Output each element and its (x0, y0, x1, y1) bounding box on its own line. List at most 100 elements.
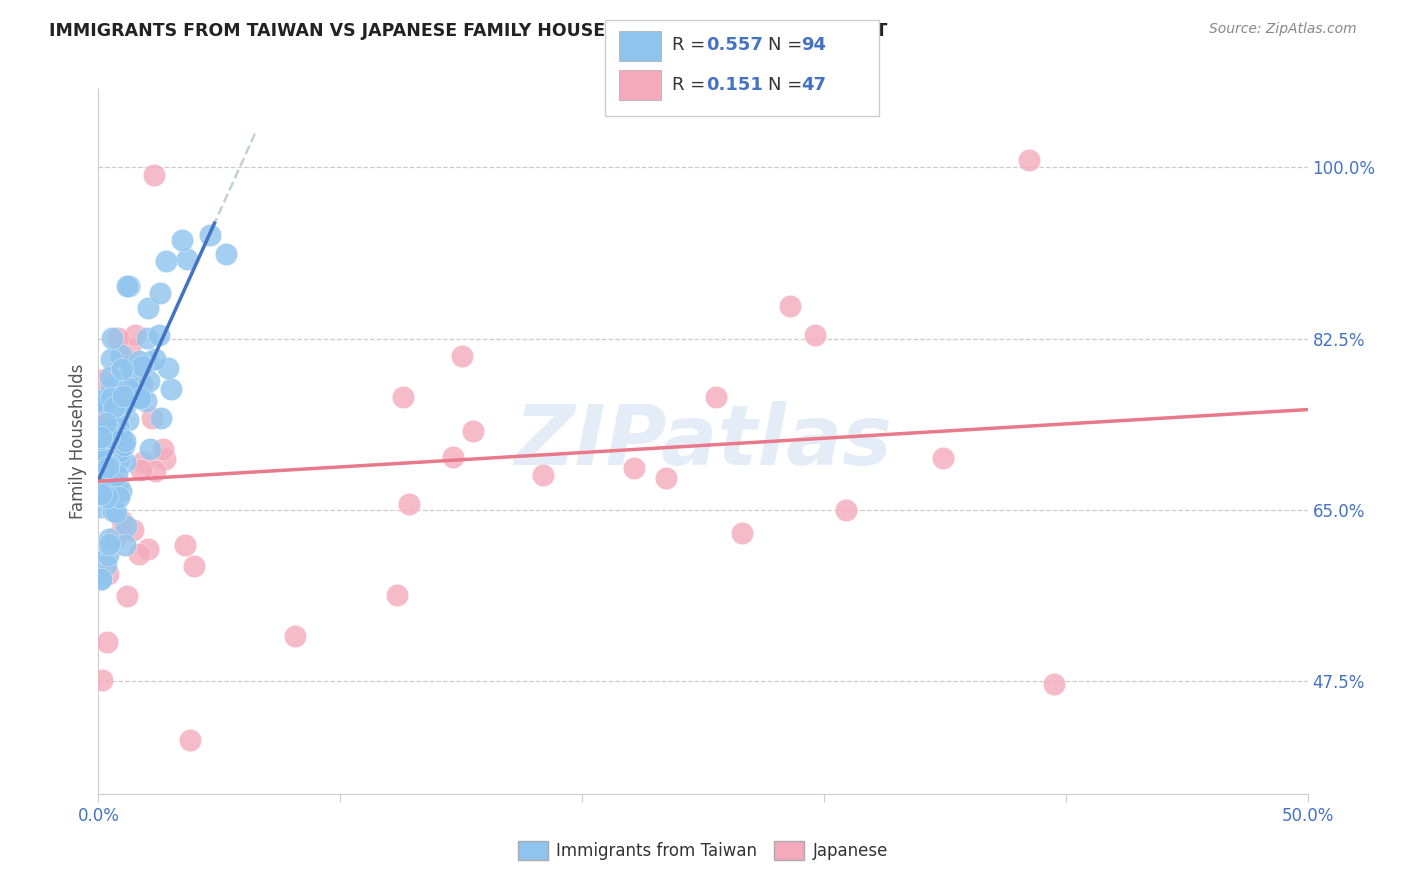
Point (141, 411, 163, 425)
Point (101, 455, 124, 469)
Point (97, 549, 120, 563)
Point (108, 434, 131, 449)
Point (124, 390, 146, 404)
Legend: Immigrants from Taiwan, Japanese: Immigrants from Taiwan, Japanese (512, 834, 894, 867)
Point (834, 503, 856, 517)
Point (131, 359, 153, 373)
Point (129, 391, 152, 405)
Text: IMMIGRANTS FROM TAIWAN VS JAPANESE FAMILY HOUSEHOLDS CORRELATION CHART: IMMIGRANTS FROM TAIWAN VS JAPANESE FAMIL… (49, 22, 887, 40)
Point (132, 455, 155, 469)
Point (129, 375, 152, 389)
Point (90, 487, 112, 501)
Point (90, 488, 112, 502)
Point (655, 471, 678, 485)
Point (124, 372, 146, 386)
Text: 0.151: 0.151 (706, 76, 762, 94)
Point (115, 397, 138, 411)
Point (153, 451, 176, 466)
Point (114, 538, 136, 552)
Point (112, 438, 135, 452)
Point (110, 347, 132, 361)
Point (108, 451, 131, 466)
Point (91, 673, 114, 687)
Point (1018, 153, 1040, 167)
Point (94, 558, 117, 572)
Point (108, 421, 131, 435)
Point (90, 432, 112, 446)
Y-axis label: Family Households: Family Households (69, 364, 87, 519)
Point (97, 458, 120, 472)
Text: N =: N = (768, 37, 807, 54)
Point (117, 413, 139, 427)
Point (98, 482, 121, 496)
Point (531, 467, 554, 482)
Point (96, 417, 118, 431)
Point (97, 430, 120, 444)
Point (932, 451, 955, 466)
Text: 94: 94 (801, 37, 827, 54)
Point (136, 355, 159, 369)
Point (804, 327, 827, 342)
Point (392, 390, 415, 404)
Point (91, 453, 114, 467)
Point (107, 416, 129, 430)
Point (104, 431, 127, 445)
Point (90, 472, 112, 486)
Point (138, 301, 160, 315)
Text: R =: R = (672, 37, 711, 54)
Point (90, 572, 112, 586)
Point (101, 503, 124, 517)
Point (110, 430, 132, 444)
Point (93, 418, 115, 433)
Point (90, 442, 112, 456)
Point (111, 389, 134, 403)
Point (114, 455, 136, 469)
Point (101, 438, 124, 452)
Point (176, 252, 198, 267)
Point (97, 459, 120, 474)
Point (118, 342, 141, 356)
Point (441, 450, 464, 464)
Point (90, 373, 112, 387)
Point (112, 387, 135, 401)
Point (148, 327, 170, 342)
Point (129, 463, 152, 477)
Point (101, 331, 124, 345)
Point (90, 444, 112, 458)
Point (104, 476, 127, 491)
Point (143, 464, 166, 478)
Point (121, 364, 143, 378)
Point (179, 733, 201, 747)
Point (97, 566, 120, 581)
Point (142, 169, 165, 183)
Point (117, 381, 139, 395)
Point (91, 477, 114, 491)
Point (98, 477, 121, 491)
Point (121, 523, 143, 537)
Point (149, 410, 172, 425)
Point (114, 434, 136, 448)
Point (115, 279, 138, 293)
Point (120, 359, 142, 373)
Point (155, 253, 177, 268)
Point (215, 247, 238, 261)
Point (100, 351, 122, 366)
Point (90, 392, 112, 407)
Point (98, 422, 121, 436)
Point (114, 395, 136, 409)
Point (108, 443, 131, 458)
Point (107, 475, 129, 490)
Point (136, 331, 159, 345)
Point (97, 532, 120, 546)
Text: N =: N = (768, 76, 807, 94)
Point (124, 328, 146, 343)
Point (138, 374, 160, 388)
Point (94, 397, 117, 411)
Point (105, 505, 128, 519)
Point (131, 376, 153, 390)
Point (90, 430, 112, 444)
Point (105, 531, 128, 545)
Text: R =: R = (672, 76, 711, 94)
Point (156, 361, 179, 376)
Point (118, 279, 141, 293)
